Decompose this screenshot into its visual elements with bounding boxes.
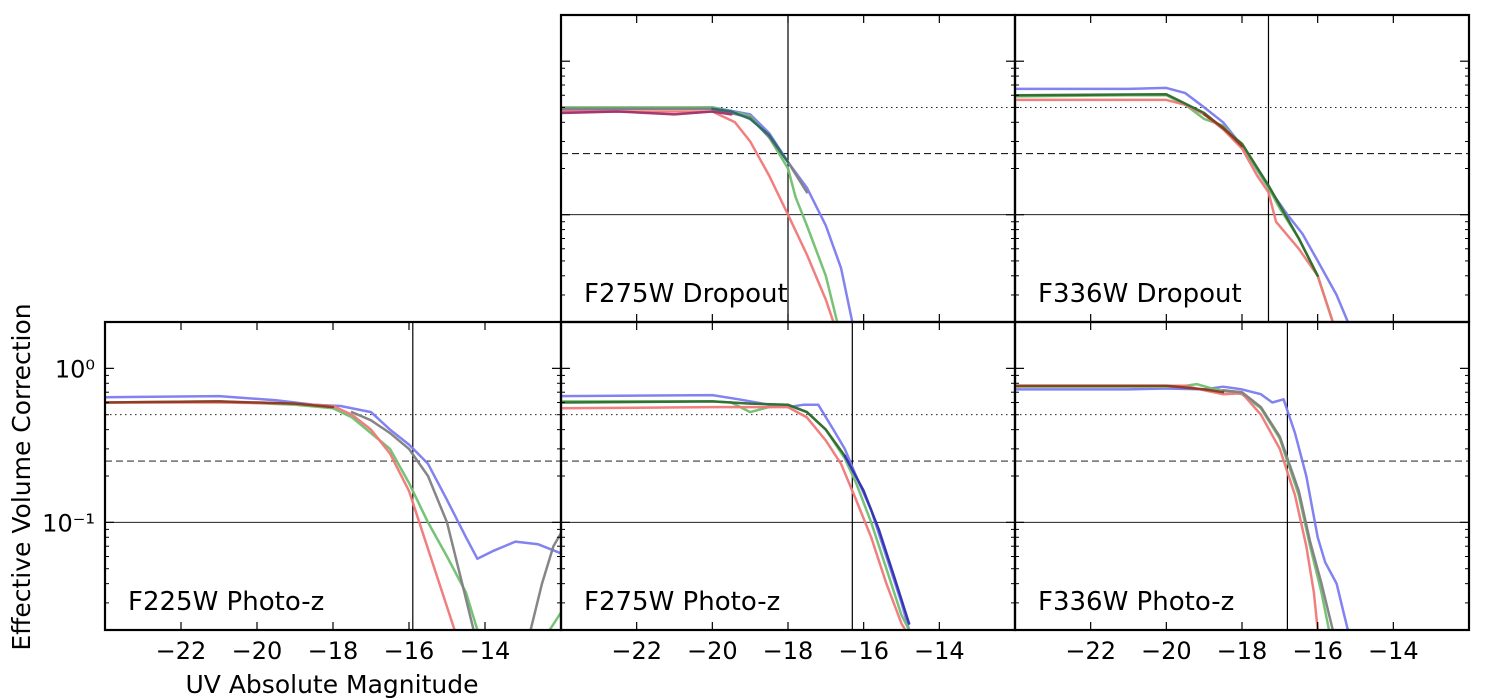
panel-title: F336W Dropout [1038,279,1242,309]
x-tick-label: −18 [1217,637,1268,665]
panel-title: F275W Dropout [584,279,788,309]
x-tick-label: −14 [914,637,965,665]
panels: F275W Dropout F336W Dropout −22 −20 −18 −16 −1… [42,13,1471,665]
x-tick-label: −14 [460,637,511,665]
x-tick-label: −22 [156,637,207,665]
panel-f275w-photo-z: −22 −20 −18 −16 −14 F275W Photo-z [559,320,1017,665]
series-line-green [548,611,561,630]
series-line-red [1015,98,1335,322]
y-axis-label: Effective Volume Correction [7,303,36,650]
x-tick-label: −16 [1292,637,1343,665]
x-tick-label: −20 [687,637,738,665]
series-line-gray [1221,389,1335,630]
series-line-gray [350,410,475,630]
panel-title: F275W Photo-z [584,587,780,617]
panel-frame [559,320,1017,632]
x-tick-label: −16 [838,637,889,665]
series-line-brown [105,400,335,409]
x-tick-label: −18 [763,637,814,665]
series-line-red [561,405,907,630]
x-tick-label: −20 [232,637,283,665]
panel-frame [1013,320,1471,632]
x-tick-label: −20 [1141,637,1192,665]
series-line-darkgreen [1015,92,1319,278]
panel-title: F225W Photo-z [128,587,324,617]
series-line-red [561,110,835,322]
series-line-darkgreen [561,400,847,458]
series-line-brown [1202,113,1244,148]
panel-title: F336W Photo-z [1038,587,1234,617]
x-tick-label: −22 [611,637,662,665]
series-line-blue [1015,385,1350,630]
panel-frame [103,320,563,632]
plot-area [561,322,1015,630]
panel-f336w-photo-z: −22 −20 −18 −16 −14 F336W Photo-z [1013,320,1471,665]
panel-f336w-dropout: F336W Dropout [1013,13,1471,324]
x-tick-label: −14 [1368,637,1419,665]
plot-area [1015,15,1469,322]
series-line-gray [529,531,561,630]
x-tick-label: −16 [384,637,435,665]
series-line-darkblue [843,454,911,625]
plot-area [1015,322,1469,630]
x-tick-label: −22 [1065,637,1116,665]
series-line-green [561,106,839,322]
plot-area [561,15,1015,322]
panel-f275w-dropout: F275W Dropout [559,13,1017,324]
panel-f225w-photo-z: −22 −20 −18 −16 −14 10⁻¹ 10⁰ F225W Photo-z [42,320,563,665]
series-line-blue [105,394,561,561]
x-tick-label: −18 [308,637,359,665]
panel-frame [1013,13,1471,324]
series-line-brown [1015,384,1225,394]
series-line-purple [561,110,733,116]
series-line-teal [711,107,790,164]
y-tick-label: 10⁻¹ [42,509,95,537]
plot-area [105,322,561,630]
y-tick-label: 10⁰ [55,355,95,383]
series-line-red [1015,384,1319,630]
x-axis-label: UV Absolute Magnitude [185,670,478,699]
